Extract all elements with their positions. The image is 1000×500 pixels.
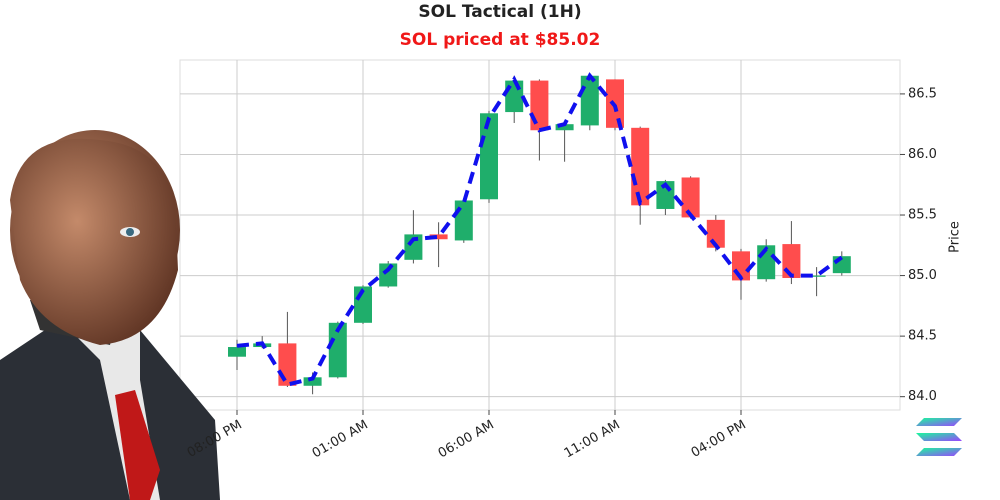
candle-body bbox=[480, 113, 498, 200]
y-tick-label: 86.0 bbox=[908, 147, 937, 162]
x-tick-label: 06:00 AM bbox=[436, 418, 497, 462]
chart-subtitle: SOL priced at $85.02 bbox=[400, 30, 601, 50]
x-tick-label: 04:00 PM bbox=[689, 418, 749, 461]
avatar bbox=[0, 130, 220, 500]
candle-body bbox=[580, 75, 599, 126]
candle-body bbox=[631, 127, 650, 206]
candle-body bbox=[303, 377, 322, 386]
y-tick-label: 84.0 bbox=[908, 389, 937, 404]
chart-title: SOL Tactical (1H) bbox=[418, 2, 581, 22]
y-tick-label: 85.5 bbox=[908, 208, 937, 223]
y-tick-label: 84.5 bbox=[908, 329, 937, 344]
y-axis-label: Price bbox=[948, 221, 963, 253]
candle-body bbox=[530, 80, 549, 131]
candle-body bbox=[555, 124, 574, 131]
candle-body bbox=[228, 347, 246, 357]
trend-line bbox=[236, 72, 843, 387]
candle-body bbox=[807, 275, 826, 277]
candle-body bbox=[328, 322, 347, 378]
y-tick-label: 85.0 bbox=[908, 268, 937, 283]
solana-logo bbox=[916, 418, 962, 456]
y-tick-label: 86.5 bbox=[908, 86, 937, 101]
candle-body bbox=[278, 343, 297, 386]
x-tick-label: 11:00 AM bbox=[562, 418, 623, 462]
x-tick-label: 01:00 AM bbox=[310, 418, 371, 462]
candle-body bbox=[681, 177, 700, 218]
candle-body bbox=[505, 80, 524, 113]
candle-body bbox=[379, 263, 398, 287]
candle-body bbox=[454, 200, 473, 241]
candle-body bbox=[429, 234, 448, 240]
